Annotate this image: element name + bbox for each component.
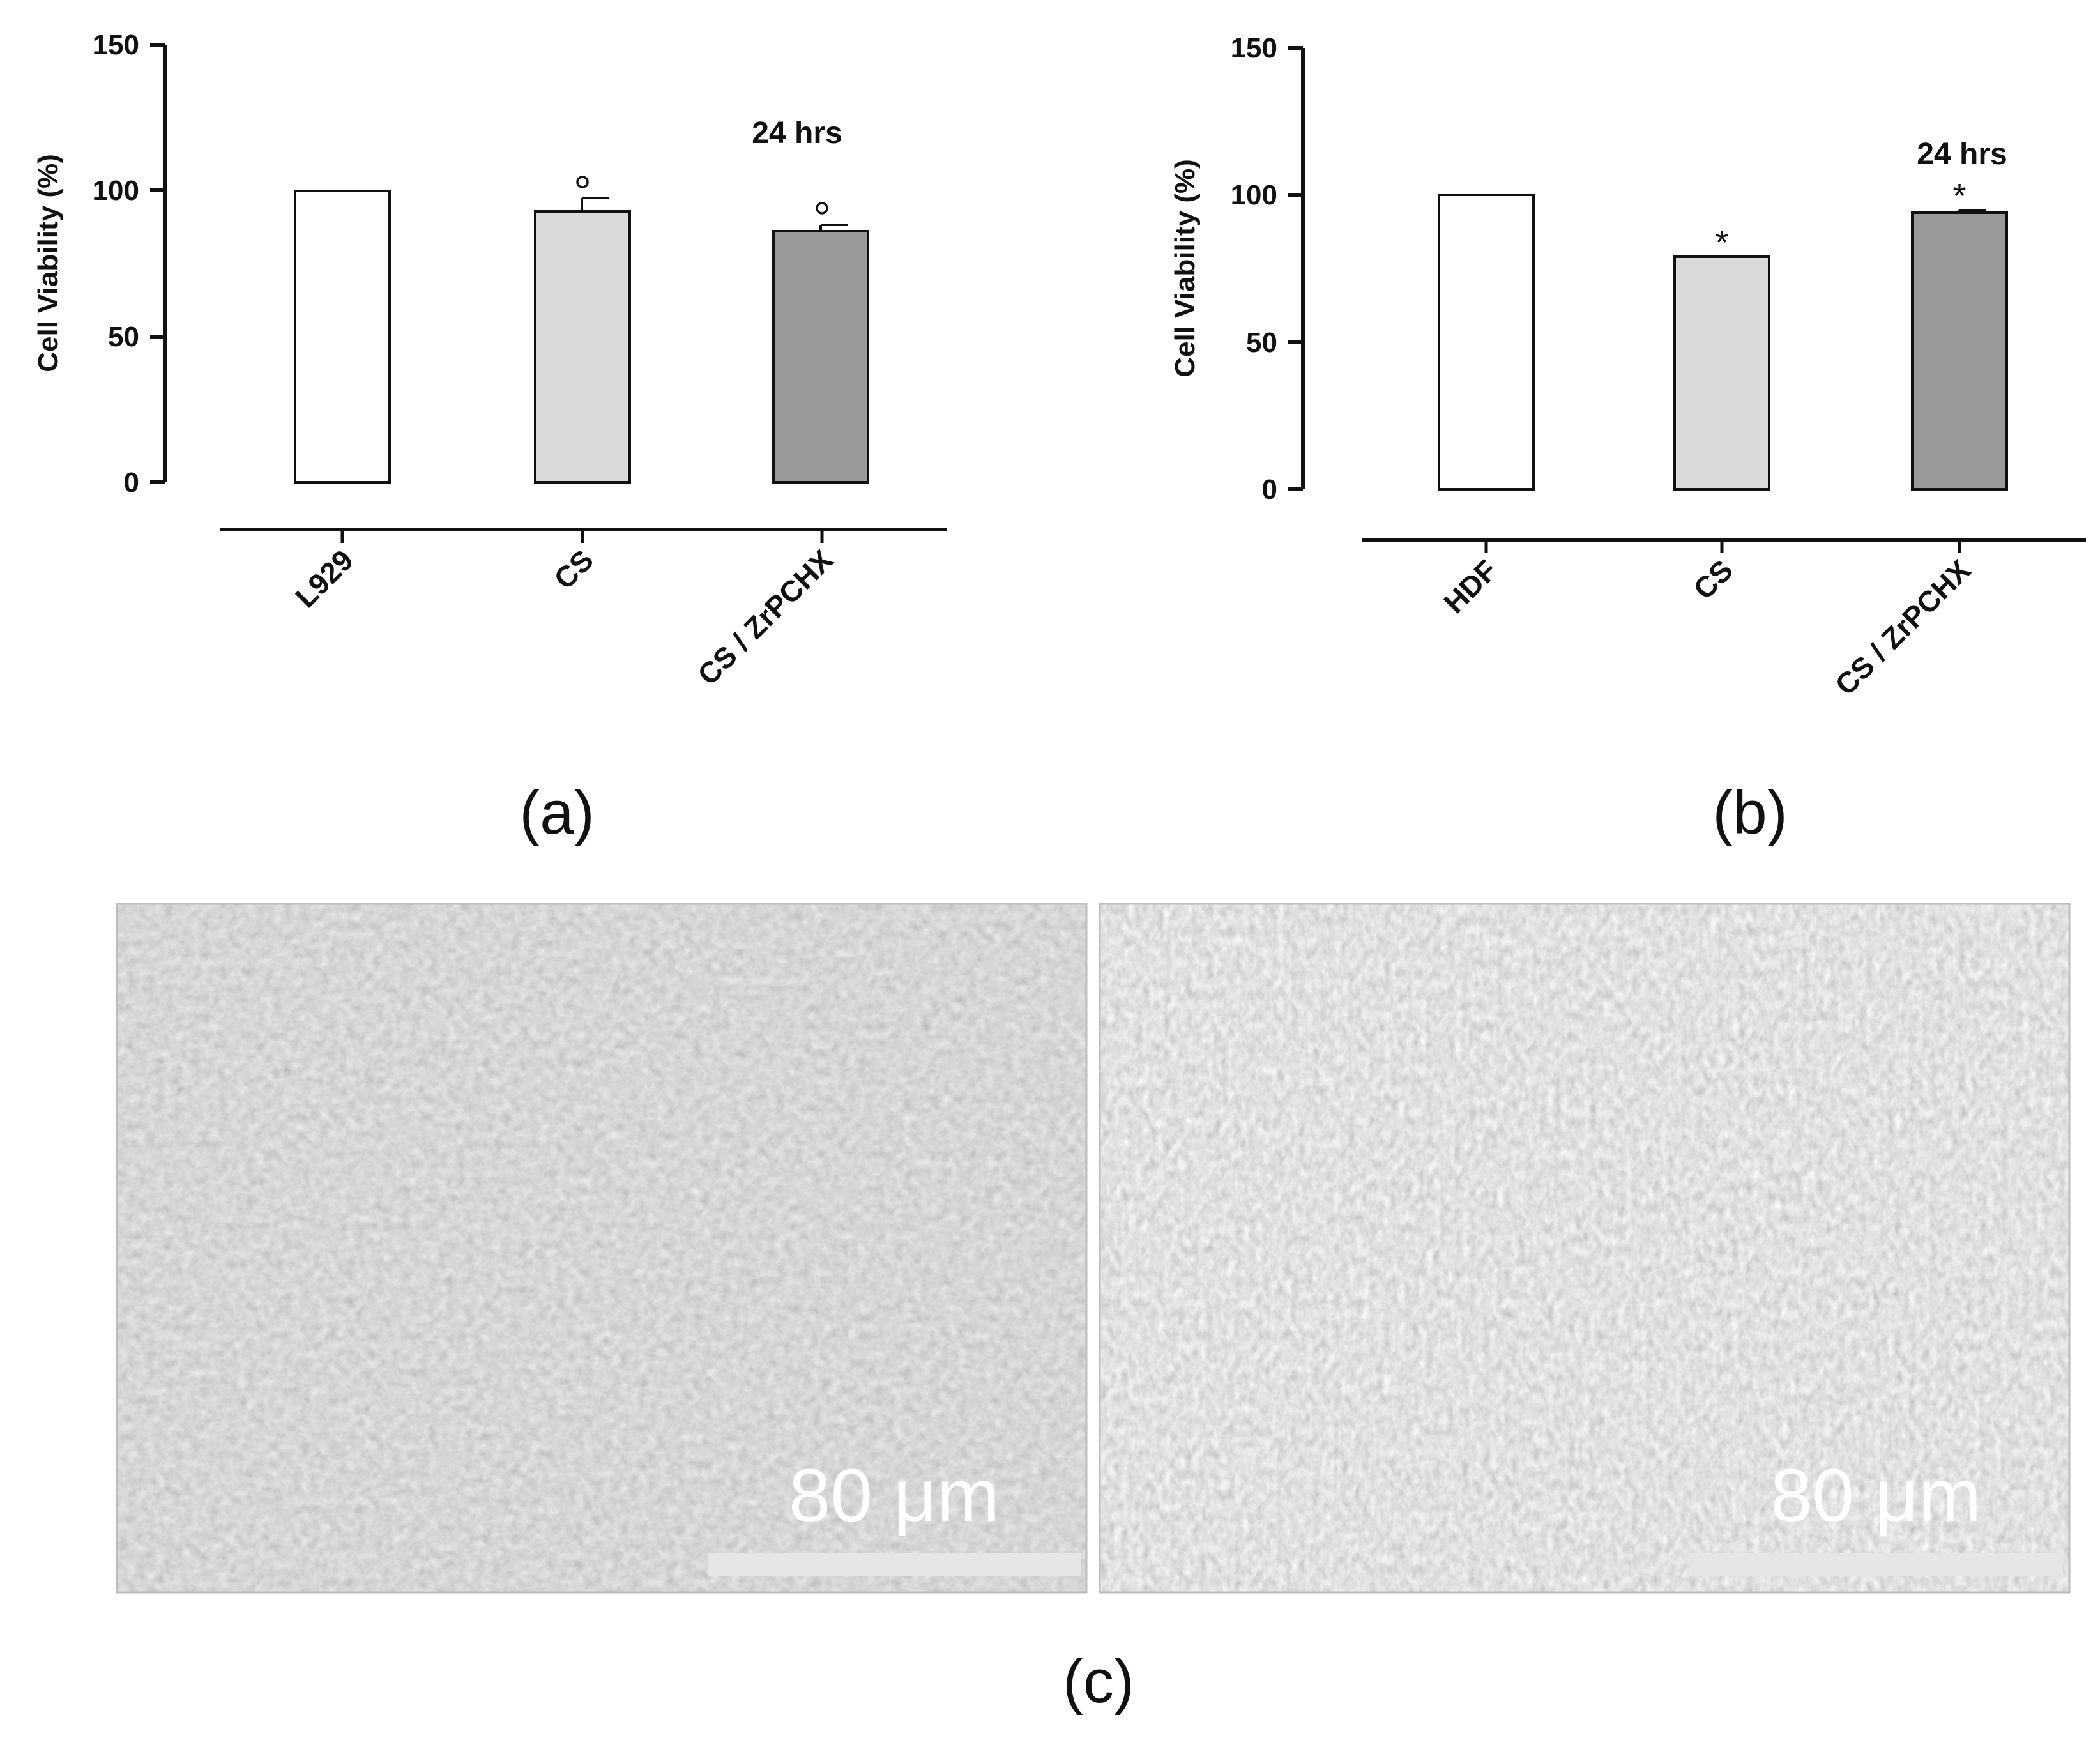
y-tick-label-100: 100 <box>93 175 139 206</box>
y-axis-label: Cell Viability (%) <box>33 154 64 372</box>
chart-a: 150 100 50 0 Cell Viability (%) 24 hrs <box>33 29 947 691</box>
bar-cs: * <box>1673 224 1770 491</box>
scale-bar <box>708 1553 1081 1576</box>
y-axis: 150 100 50 0 <box>93 29 167 498</box>
y-tick-label-150: 150 <box>93 29 139 61</box>
time-annotation: 24 hrs <box>752 116 842 150</box>
x-tick-label-l929: L929 <box>289 543 360 614</box>
bar-cs-zrpchx: * <box>1911 177 2008 491</box>
significance-marker <box>576 176 589 188</box>
x-tick-label-cs: CS <box>1687 553 1739 606</box>
micrograph-left: 80 μm <box>116 903 1088 1594</box>
x-axis <box>1362 538 2086 553</box>
y-tick-label-50: 50 <box>1246 327 1277 358</box>
panel-label-b: (b) <box>1712 779 1787 847</box>
bar-hdf <box>1438 194 1535 491</box>
scale-bar <box>1689 1553 2063 1576</box>
bar-cs-zrpchx <box>772 202 869 484</box>
y-axis: 150 100 50 0 <box>1231 33 1305 505</box>
x-axis <box>220 528 947 543</box>
y-tick-label-0: 0 <box>1262 474 1277 505</box>
x-tick-label-cs: CS <box>547 543 600 595</box>
scale-label: 80 μm <box>789 1454 1000 1538</box>
significance-marker: * <box>1952 177 1966 215</box>
bar-cs <box>534 176 631 484</box>
y-tick-label-0: 0 <box>124 467 139 498</box>
panel-label-a: (a) <box>519 779 594 847</box>
panel-label-c: (c) <box>1063 1647 1134 1716</box>
significance-marker <box>816 202 828 215</box>
x-tick-label-cs-zrpchx: CS / ZrPCHX <box>691 543 839 691</box>
significance-marker: * <box>1715 224 1728 262</box>
x-tick-label-hdf: HDF <box>1437 553 1503 620</box>
y-tick-label-100: 100 <box>1231 179 1277 211</box>
y-tick-label-50: 50 <box>108 321 139 353</box>
y-axis-label: Cell Viability (%) <box>1169 159 1201 377</box>
bar-l929 <box>294 190 391 484</box>
chart-b: 150 100 50 0 Cell Viability (%) 24 hrs *… <box>1169 33 2086 701</box>
micrograph-right: 80 μm <box>1099 903 2071 1594</box>
time-annotation: 24 hrs <box>1917 137 2007 171</box>
scale-label: 80 μm <box>1770 1454 1981 1538</box>
y-tick-label-150: 150 <box>1231 33 1277 64</box>
x-tick-label-cs-zrpchx: CS / ZrPCHX <box>1829 553 1977 701</box>
